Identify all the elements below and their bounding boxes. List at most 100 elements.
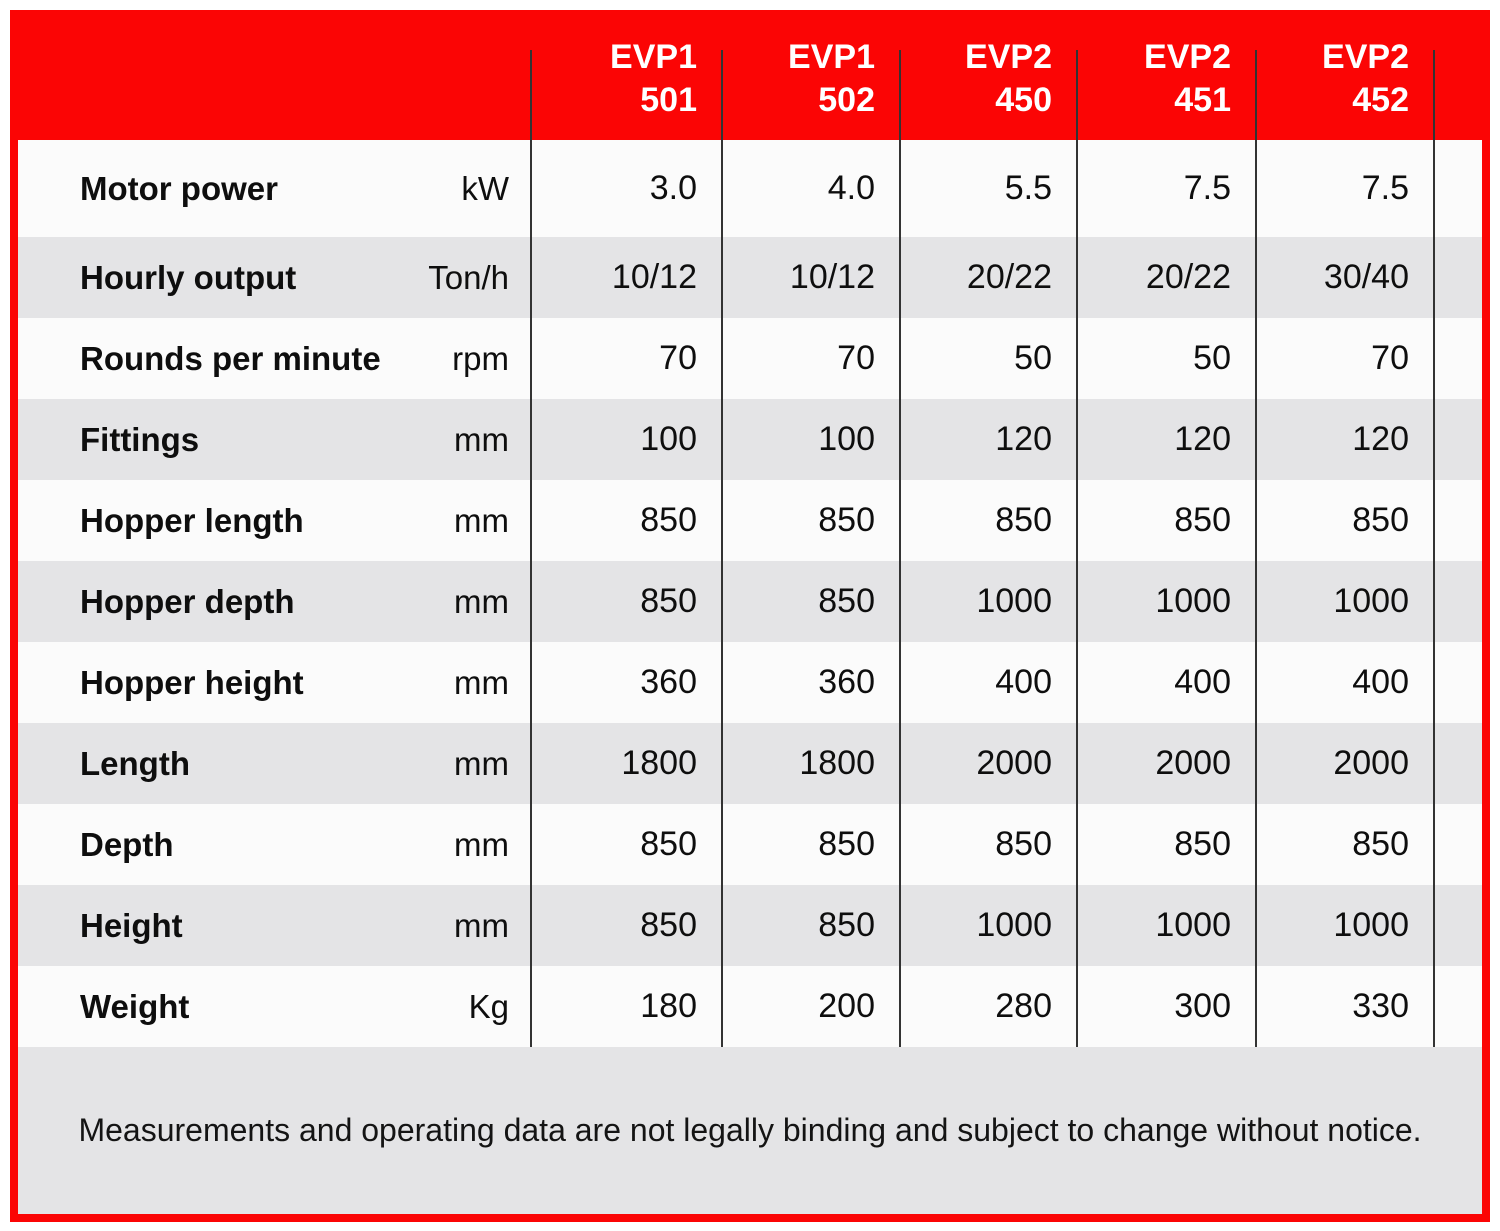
row-value: 7.5 (1183, 169, 1231, 207)
spec-row-hopper-depth: Hopper depth mm 850 850 1000 1000 1000 (18, 561, 1482, 642)
row-value: 360 (640, 663, 697, 701)
product-model: 450 (995, 81, 1052, 119)
row-unit: mm (454, 744, 509, 782)
row-value: 400 (1352, 663, 1409, 701)
row-value: 50 (1193, 339, 1231, 377)
row-label: Height (80, 906, 183, 944)
row-value: 850 (818, 501, 875, 539)
row-value: 330 (1352, 987, 1409, 1025)
row-value: 180 (640, 987, 697, 1025)
row-value: 360 (818, 663, 875, 701)
row-value: 1000 (1155, 582, 1231, 620)
row-value: 7.5 (1361, 169, 1409, 207)
column-divider (899, 50, 901, 1047)
spec-row-hopper-length: Hopper length mm 850 850 850 850 850 (18, 480, 1482, 561)
spec-row-motor-power: Motor power kW 3.0 4.0 5.5 7.5 7.5 (18, 140, 1482, 237)
product-model: 452 (1352, 81, 1409, 119)
product-model: 451 (1174, 81, 1231, 119)
row-label: Hourly output (80, 258, 297, 296)
column-header-evp2-451: EVP2 451 (1077, 36, 1256, 122)
row-value: 120 (1174, 420, 1231, 458)
column-header-evp1-501: EVP1 501 (531, 36, 722, 122)
row-value: 850 (995, 825, 1052, 863)
row-unit: kW (461, 169, 509, 207)
column-divider (1255, 50, 1257, 1047)
row-value: 280 (995, 987, 1052, 1025)
row-value: 2000 (976, 744, 1052, 782)
table-footer: Measurements and operating data are not … (18, 1047, 1482, 1214)
spec-row-rounds-per-minute: Rounds per minute rpm 70 70 50 50 70 (18, 318, 1482, 399)
product-series: EVP2 (1144, 38, 1231, 76)
row-value: 850 (640, 582, 697, 620)
row-value: 1000 (976, 906, 1052, 944)
column-header-evp2-452: EVP2 452 (1256, 36, 1434, 122)
row-value: 120 (1352, 420, 1409, 458)
table-header-row: EVP1 501 EVP1 502 EVP2 450 EVP2 451 EVP2… (18, 18, 1482, 140)
row-label: Hopper height (80, 663, 304, 701)
spec-row-height: Height mm 850 850 1000 1000 1000 (18, 885, 1482, 966)
row-value: 10/12 (789, 258, 875, 296)
row-value: 1800 (621, 744, 697, 782)
row-value: 1000 (1333, 582, 1409, 620)
row-value: 400 (995, 663, 1052, 701)
row-value: 2000 (1155, 744, 1231, 782)
disclaimer-text: Measurements and operating data are not … (78, 1112, 1422, 1148)
product-model: 502 (818, 81, 875, 119)
column-header-evp1-502: EVP1 502 (722, 36, 900, 122)
row-value: 4.0 (827, 169, 875, 207)
spec-row-weight: Weight Kg 180 200 280 300 330 (18, 966, 1482, 1047)
row-label: Hopper length (80, 501, 304, 539)
row-label: Length (80, 744, 190, 782)
row-value: 50 (1014, 339, 1052, 377)
row-unit: Ton/h (428, 258, 509, 296)
row-value: 850 (640, 906, 697, 944)
product-series: EVP2 (965, 38, 1052, 76)
row-value: 100 (640, 420, 697, 458)
row-unit: mm (454, 420, 509, 458)
row-value: 1000 (1155, 906, 1231, 944)
row-value: 850 (818, 582, 875, 620)
row-value: 70 (837, 339, 875, 377)
row-value: 850 (1174, 501, 1231, 539)
row-value: 10/12 (611, 258, 697, 296)
spec-row-depth: Depth mm 850 850 850 850 850 (18, 804, 1482, 885)
column-divider (1076, 50, 1078, 1047)
row-value: 3.0 (649, 169, 697, 207)
row-value: 20/22 (966, 258, 1052, 296)
row-value: 100 (818, 420, 875, 458)
row-value: 850 (640, 825, 697, 863)
row-unit: mm (454, 582, 509, 620)
spec-row-hopper-height: Hopper height mm 360 360 400 400 400 (18, 642, 1482, 723)
column-header-evp2-450: EVP2 450 (900, 36, 1077, 122)
row-value: 1000 (976, 582, 1052, 620)
row-unit: mm (454, 825, 509, 863)
product-series: EVP1 (788, 38, 875, 76)
row-label: Fittings (80, 420, 200, 458)
row-value: 2000 (1333, 744, 1409, 782)
row-value: 30/40 (1323, 258, 1409, 296)
column-divider (721, 50, 723, 1047)
row-value: 850 (1352, 825, 1409, 863)
spec-table: EVP1 501 EVP1 502 EVP2 450 EVP2 451 EVP2… (10, 10, 1490, 1222)
column-divider (530, 50, 532, 1047)
row-value: 1000 (1333, 906, 1409, 944)
row-value: 850 (818, 825, 875, 863)
row-value: 850 (640, 501, 697, 539)
row-unit: rpm (452, 339, 509, 377)
spec-row-fittings: Fittings mm 100 100 120 120 120 (18, 399, 1482, 480)
row-value: 300 (1174, 987, 1231, 1025)
row-label: Weight (80, 987, 190, 1025)
row-value: 400 (1174, 663, 1231, 701)
row-value: 850 (995, 501, 1052, 539)
row-unit: Kg (468, 987, 509, 1025)
product-series: EVP2 (1322, 38, 1409, 76)
row-value: 70 (1371, 339, 1409, 377)
row-value: 850 (1352, 501, 1409, 539)
row-value: 1800 (799, 744, 875, 782)
spec-row-hourly-output: Hourly output Ton/h 10/12 10/12 20/22 20… (18, 237, 1482, 318)
product-model: 501 (640, 81, 697, 119)
row-unit: mm (454, 906, 509, 944)
row-label: Rounds per minute (80, 339, 381, 377)
row-label: Hopper depth (80, 582, 295, 620)
column-divider (1433, 50, 1435, 1047)
